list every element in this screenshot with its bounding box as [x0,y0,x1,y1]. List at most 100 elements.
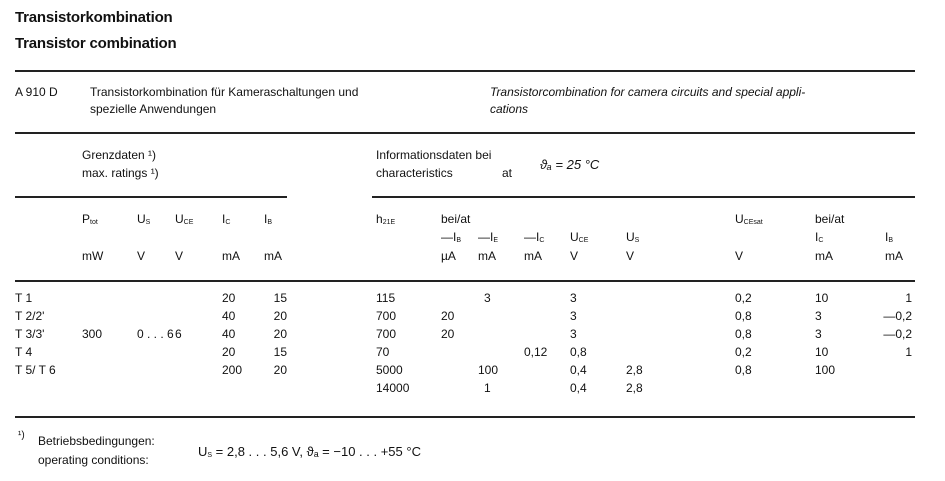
table-cell: 0,12 [524,345,548,359]
column-header: h21E [376,212,396,226]
divider [15,280,915,282]
column-header: UCE [175,212,194,226]
column-unit: V [735,249,744,263]
column-header: IC [222,212,231,226]
table-cell: 2,8 [626,363,643,377]
table-cell: 0,4 [570,363,587,377]
column-header: —IC [524,230,545,244]
column-header: UCEsat [735,212,763,226]
row-label: T 4 [15,345,33,359]
table-cell: 0 . . . 6 [137,327,174,341]
table-cell: 0,8 [735,327,752,341]
column-header: —IE [478,230,499,244]
table-cell: 3 [570,327,577,341]
table-cell: 14000 [376,381,410,395]
table-cell: 3 [815,327,822,341]
divider [15,70,915,72]
info-label-en: characteristics [376,166,453,180]
column-unit: V [137,249,146,263]
column-unit: mW [82,249,104,263]
table-cell: 40 [222,309,236,323]
table-cell: 700 [376,327,397,341]
table-cell: 0,2 [735,291,752,305]
column-header: —IB [441,230,462,244]
table-cell: 3 [570,309,577,323]
table-cell: 1 [905,291,912,305]
column-unit: mA [478,249,496,263]
table-cell: 1 [905,345,912,359]
header-bei-at: bei/at [441,212,471,226]
column-unit: V [626,249,635,263]
table-cell: —0,2 [883,309,912,323]
footnote-mark: ¹) [18,430,25,441]
product-desc-en-2: cations [490,102,529,116]
footnote-en: operating conditions: [38,453,149,467]
table-cell: 20 [441,327,455,341]
table-cell: 70 [376,345,390,359]
table-cell: 20 [273,309,287,323]
table-cell: 15 [273,345,287,359]
table-cell: 2,8 [626,381,643,395]
header-bei-at: bei/at [815,212,845,226]
table-cell: 0,8 [735,363,752,377]
table-cell: 0,4 [570,381,587,395]
table-cell: 1 [484,381,491,395]
table-cell: 5000 [376,363,403,377]
table-cell: 20 [222,291,236,305]
column-unit: mA [524,249,542,263]
table-cell: 6 [175,327,182,341]
row-label: T 3/3' [15,327,45,341]
table-cell: 10 [815,291,829,305]
table-cell: 20 [273,363,287,377]
column-header: Ptot [82,212,98,226]
table-cell: 100 [478,363,499,377]
table-cell: 700 [376,309,397,323]
info-condition: ϑₐ = 25 °C [540,157,600,172]
table-cell: 10 [815,345,829,359]
table-cell: 100 [815,363,836,377]
table-cell: 3 [815,309,822,323]
row-label: T 2/2' [15,309,45,323]
column-unit: V [570,249,579,263]
table-cell: 20 [222,345,236,359]
divider [15,196,287,198]
limits-label-en: max. ratings ¹) [82,166,159,180]
table-cell: 115 [376,291,396,305]
table-cell: 20 [441,309,455,323]
table-cell: 15 [273,291,287,305]
column-unit: mA [885,249,903,263]
title-en: Transistor combination [15,35,177,52]
table-cell: 40 [222,327,236,341]
column-header: US [626,230,640,244]
table-cell: 0,8 [735,309,752,323]
column-unit: mA [264,249,282,263]
divider [15,132,915,134]
table-cell: —0,2 [883,327,912,341]
row-label: T 1 [15,291,33,305]
table-cell: 0,2 [735,345,752,359]
divider [372,196,915,198]
column-header: IB [885,230,894,244]
product-desc-de-1: Transistorkombination für Kameraschaltun… [90,85,359,99]
footnote-de: Betriebsbedingungen: [38,434,155,448]
table-cell: 200 [222,363,243,377]
table-cell: 0,8 [570,345,587,359]
footnote-formula: US = 2,8 . . . 5,6 V, ϑₐ = −10 . . . +55… [198,444,421,459]
table-cell: 3 [570,291,577,305]
column-header: US [137,212,151,226]
title-de: Transistorkombination [15,9,173,26]
column-unit: µA [441,249,456,263]
column-unit: V [175,249,184,263]
column-unit: mA [815,249,833,263]
product-desc-de-2: spezielle Anwendungen [90,102,217,116]
column-header: UCE [570,230,589,244]
info-label-de: Informationsdaten bei [376,148,492,162]
product-desc-en-1: Transistorcombination for camera circuit… [490,85,806,99]
table-cell: 20 [273,327,287,341]
column-header: IC [815,230,824,244]
table-cell: 3 [484,291,491,305]
column-unit: mA [222,249,240,263]
table-cell: 300 [82,327,103,341]
divider [15,416,915,418]
